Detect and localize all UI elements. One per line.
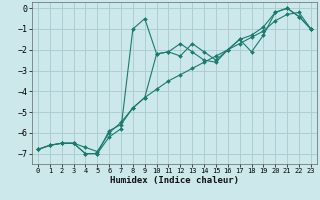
X-axis label: Humidex (Indice chaleur): Humidex (Indice chaleur): [110, 176, 239, 185]
